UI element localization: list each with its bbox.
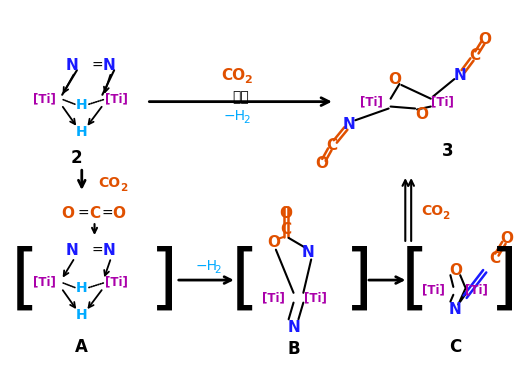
Text: N: N xyxy=(287,320,300,335)
Text: ]: ] xyxy=(345,246,373,315)
Text: C: C xyxy=(470,48,480,63)
Text: O: O xyxy=(61,206,74,221)
Text: [Ti]: [Ti] xyxy=(359,95,382,108)
Text: O: O xyxy=(500,231,513,246)
Text: 2: 2 xyxy=(442,211,449,221)
Text: 2: 2 xyxy=(215,265,222,275)
Text: N: N xyxy=(103,58,115,73)
Text: 2: 2 xyxy=(244,75,252,85)
Text: H: H xyxy=(76,125,87,139)
Text: N: N xyxy=(449,302,462,317)
Text: [: [ xyxy=(230,246,258,315)
Text: ]: ] xyxy=(490,246,518,315)
Text: CO: CO xyxy=(222,68,246,83)
Text: 3: 3 xyxy=(441,142,453,160)
Text: [Ti]: [Ti] xyxy=(304,291,327,304)
Text: C: C xyxy=(489,251,500,266)
Text: H: H xyxy=(76,308,87,322)
Text: A: A xyxy=(75,338,88,356)
Text: CO: CO xyxy=(422,204,444,218)
Text: B: B xyxy=(287,340,300,358)
Text: =: = xyxy=(92,244,103,258)
Text: O: O xyxy=(415,107,428,122)
Text: [Ti]: [Ti] xyxy=(465,283,488,297)
Text: −H: −H xyxy=(224,109,246,123)
Text: [Ti]: [Ti] xyxy=(33,92,56,105)
Text: ]: ] xyxy=(150,246,178,315)
Text: O: O xyxy=(388,72,401,87)
Text: O: O xyxy=(112,206,125,221)
Text: [Ti]: [Ti] xyxy=(105,276,127,288)
Text: =: = xyxy=(92,58,103,72)
Text: =: = xyxy=(101,206,113,221)
Text: O: O xyxy=(279,206,292,221)
Text: N: N xyxy=(454,68,466,83)
Text: N: N xyxy=(66,58,79,73)
Text: H: H xyxy=(76,98,87,112)
Text: 室温: 室温 xyxy=(232,90,249,104)
Text: H: H xyxy=(76,281,87,295)
Text: O: O xyxy=(478,32,491,47)
Text: O: O xyxy=(316,156,329,171)
Text: N: N xyxy=(66,243,79,258)
Text: 2: 2 xyxy=(243,115,250,125)
Text: N: N xyxy=(103,243,115,258)
Text: C: C xyxy=(280,222,291,237)
Text: [Ti]: [Ti] xyxy=(33,276,56,288)
Text: N: N xyxy=(343,117,356,132)
Text: [: [ xyxy=(11,246,39,315)
Text: [Ti]: [Ti] xyxy=(263,291,285,304)
Text: CO: CO xyxy=(98,176,120,190)
Text: =: = xyxy=(78,206,89,221)
Text: −H: −H xyxy=(196,259,217,273)
Text: C: C xyxy=(89,206,100,221)
Text: C: C xyxy=(449,338,461,356)
Text: [Ti]: [Ti] xyxy=(105,92,127,105)
Text: N: N xyxy=(302,245,315,260)
Text: [: [ xyxy=(401,246,429,315)
Text: [Ti]: [Ti] xyxy=(431,95,454,108)
Text: 2: 2 xyxy=(71,149,83,167)
Text: O: O xyxy=(449,263,462,278)
Text: 2: 2 xyxy=(120,183,127,193)
Text: [Ti]: [Ti] xyxy=(422,283,445,297)
Text: O: O xyxy=(267,235,280,250)
Text: C: C xyxy=(326,138,337,153)
